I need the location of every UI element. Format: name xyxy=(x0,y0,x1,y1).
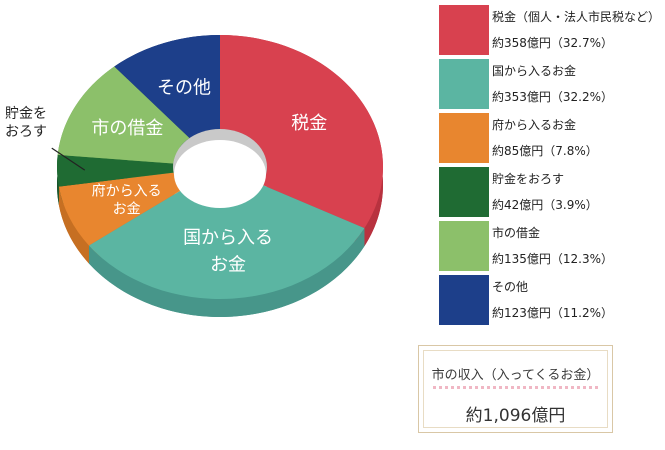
legend-item: その他約123億円（11.2%） xyxy=(439,275,665,325)
slice-label-line: おろす xyxy=(5,124,47,140)
slice-label-1: 国から入るお金 xyxy=(183,228,273,276)
slice-label-line: 市の借金 xyxy=(91,118,163,139)
legend-label: 府から入るお金 xyxy=(492,118,577,132)
slice-2 xyxy=(58,172,183,246)
legend-value: 約353億円（32.2%） xyxy=(492,90,614,104)
slice-edge-1 xyxy=(88,228,365,317)
legend-swatch xyxy=(439,59,489,109)
legend-label: 市の借金 xyxy=(492,226,541,240)
legend-item: 貯金をおろす約42億円（3.9%） xyxy=(439,167,665,217)
income-summary-title: 市の収入（入ってくるお金） xyxy=(431,368,600,383)
legend-label: 貯金をおろす xyxy=(492,172,565,186)
legend-value: 約42億円（3.9%） xyxy=(492,198,598,212)
leader-line-3 xyxy=(51,147,86,171)
legend-label: 税金（個人・法人市民税など） xyxy=(492,10,661,24)
slice-label-0: 税金 xyxy=(291,113,327,134)
slice-0 xyxy=(220,35,383,229)
slice-label-line: お金 xyxy=(210,255,246,276)
legend-label: 国から入るお金 xyxy=(492,64,577,78)
donut-top-layer xyxy=(57,35,383,300)
income-summary-divider xyxy=(433,386,598,389)
legend-swatch xyxy=(439,275,489,325)
legend-item: 市の借金約135億円（12.3%） xyxy=(439,221,665,271)
income-summary-box: 市の収入（入ってくるお金） 約1,096億円 xyxy=(418,345,613,433)
legend-value: 約358億円（32.7%） xyxy=(492,36,614,50)
legend-value: 約123億円（11.2%） xyxy=(492,306,614,320)
slice-label-line: お金 xyxy=(113,201,141,217)
slice-5 xyxy=(114,35,220,139)
slice-label-line: 府から入る xyxy=(92,183,162,199)
slice-label-3: 貯金をおろす xyxy=(5,106,86,171)
legend-item: 府から入るお金約85億円（7.8%） xyxy=(439,113,665,163)
slice-edge-2 xyxy=(58,186,89,264)
donut-hole xyxy=(174,140,266,208)
slice-label-line: その他 xyxy=(157,78,211,99)
legend-item: 税金（個人・法人市民税など） 約358億円（32.7%） xyxy=(439,5,665,55)
legend-label: その他 xyxy=(492,280,529,294)
slice-1 xyxy=(88,184,365,300)
slice-4 xyxy=(57,66,190,164)
income-summary-total: 約1,096億円 xyxy=(465,406,566,426)
legend-swatch xyxy=(439,167,489,217)
legend-swatch xyxy=(439,221,489,271)
legend-value: 約85億円（7.8%） xyxy=(492,144,598,158)
slice-label-5: その他 xyxy=(157,78,211,99)
legend-swatch xyxy=(439,113,489,163)
legend-item: 国から入るお金約353億円（32.2%） xyxy=(439,59,665,109)
slice-label-2: 府から入るお金 xyxy=(92,183,162,217)
slice-label-4: 市の借金 xyxy=(91,118,163,139)
slice-label-line: 貯金を xyxy=(5,106,47,122)
slice-label-line: 税金 xyxy=(291,113,327,134)
legend-value: 約135億円（12.3%） xyxy=(492,252,614,266)
slice-label-line: 国から入る xyxy=(183,228,273,249)
legend-swatch xyxy=(439,5,489,55)
slice-3 xyxy=(57,154,174,187)
